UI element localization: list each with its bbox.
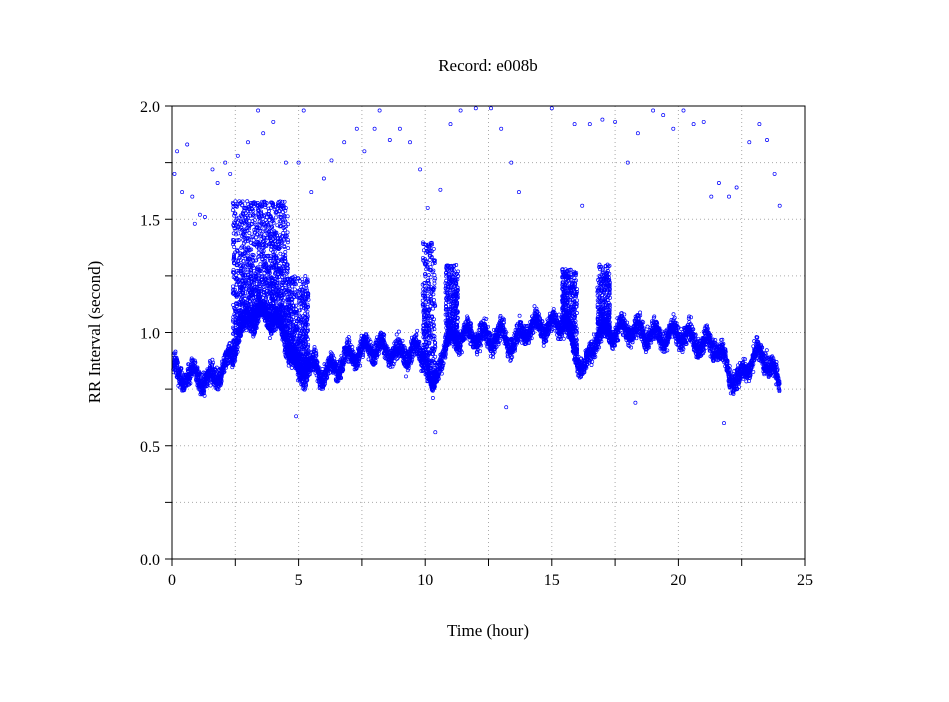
rr-point [542,344,545,347]
rr-point [404,375,407,378]
rr-point [591,360,594,363]
rr-point [268,337,271,340]
rr-point [313,346,316,349]
rr-point [395,333,398,336]
rr-point [562,337,565,340]
rr-point [611,347,614,350]
data-points [172,107,782,434]
rr-point [416,329,419,332]
rr-point [290,366,293,369]
rr-point [431,396,434,399]
rr-point [518,314,521,317]
rr-point [397,330,400,333]
rr-point [635,337,638,340]
rr-point [209,384,212,387]
chart-title: Record: e008b [438,56,538,75]
rr-point [590,363,593,366]
